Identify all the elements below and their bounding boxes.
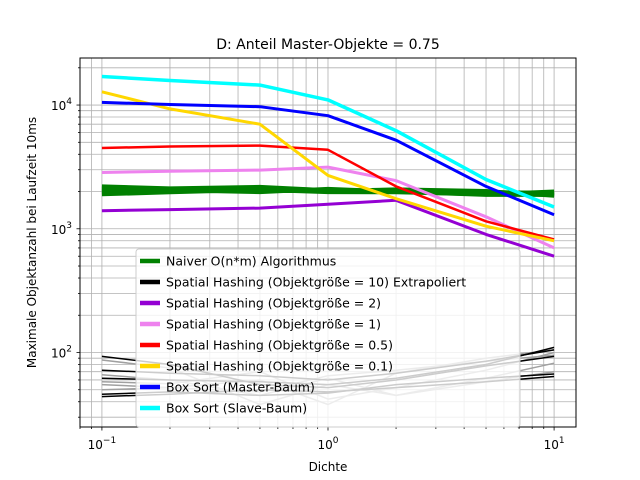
series-2 <box>101 198 555 258</box>
y-tick-label: 103 <box>51 221 72 237</box>
x-tick-label: 10−1 <box>88 436 117 452</box>
x-tick-label: 101 <box>544 436 565 452</box>
legend-label: Spatial Hashing (Objektgröße = 0.1) <box>166 359 393 374</box>
legend-label: Spatial Hashing (Objektgröße = 1) <box>166 317 381 332</box>
series-3 <box>101 165 555 250</box>
series-6 <box>101 100 555 217</box>
series-line <box>101 186 555 197</box>
chart-title: D: Anteil Master-Objekte = 0.75 <box>216 37 440 53</box>
legend-label: Box Sort (Master-Baum) <box>166 380 315 395</box>
legend-label: Box Sort (Slave-Baum) <box>166 401 307 416</box>
x-axis-label: Dichte <box>309 460 348 474</box>
series-line <box>101 144 555 241</box>
series-line <box>101 90 555 243</box>
y-tick-label: 104 <box>51 97 72 113</box>
legend: Naiver O(n*m) Algorithmus Spatial Hashing… <box>135 248 521 428</box>
legend-box <box>135 248 521 428</box>
y-tick-label: 102 <box>51 345 72 361</box>
series-4 <box>101 144 555 241</box>
series-0 <box>101 184 555 198</box>
series-5 <box>101 90 555 243</box>
series-7 <box>101 74 555 209</box>
series-line <box>101 74 555 209</box>
legend-label: Naiver O(n*m) Algorithmus <box>166 254 336 269</box>
legend-label: Spatial Hashing (Objektgröße = 10) Extra… <box>166 275 466 290</box>
y-axis-label: Maximale Objektanzahl bei Laufzeit 10ms <box>25 117 39 368</box>
plot-area: Naiver O(n*m) Algorithmus Spatial Hashing… <box>76 57 577 431</box>
series-line <box>101 165 555 250</box>
series-line <box>101 198 555 258</box>
legend-label: Spatial Hashing (Objektgröße = 2) <box>166 296 381 311</box>
legend-label: Spatial Hashing (Objektgröße = 0.5) <box>166 338 393 353</box>
series-line <box>101 100 555 217</box>
x-tick-label: 100 <box>317 436 338 452</box>
